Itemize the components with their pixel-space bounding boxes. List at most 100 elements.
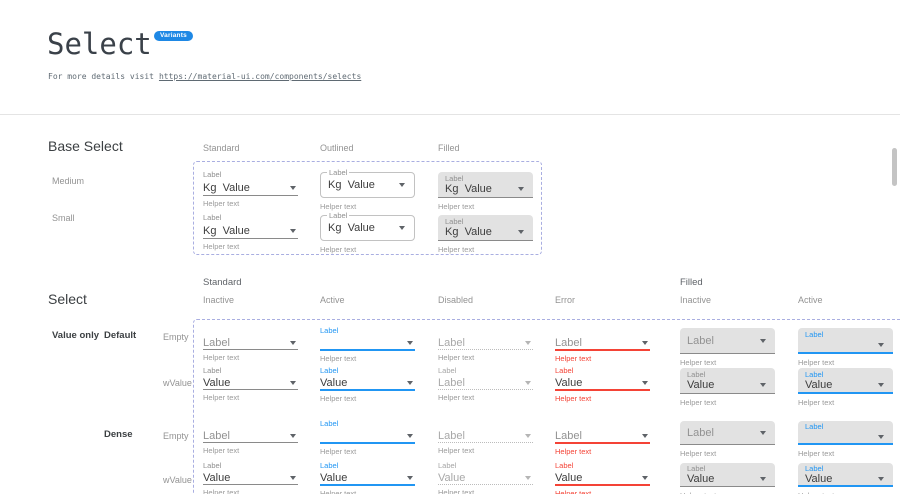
select-value: Label xyxy=(438,336,465,349)
select-control[interactable]: Label Kg Value xyxy=(320,168,415,198)
helper-text: Helper text xyxy=(555,354,592,363)
helper-text: Helper text xyxy=(203,242,240,251)
select-value: Value xyxy=(805,378,833,391)
select-control[interactable] xyxy=(320,429,415,444)
select-value: Label xyxy=(555,336,582,349)
select-label xyxy=(555,326,650,336)
select-value: Label xyxy=(438,376,465,389)
base-select-heading: Base Select xyxy=(48,138,123,154)
scrollbar-thumb[interactable] xyxy=(892,148,897,186)
dropdown-arrow-icon xyxy=(407,380,413,385)
subtitle-link[interactable]: https://material-ui.com/components/selec… xyxy=(158,72,362,81)
select-control[interactable]: Value xyxy=(320,471,415,486)
select-value: Value xyxy=(555,376,583,389)
select-label xyxy=(555,419,650,429)
select-value-row xyxy=(805,431,886,443)
row-kind-empty-dense: Empty xyxy=(163,431,189,441)
select-control[interactable] xyxy=(320,336,415,351)
select-control[interactable]: Label Value xyxy=(798,368,893,394)
select-control[interactable]: Label xyxy=(680,328,775,354)
select-value: Kg Value xyxy=(203,181,250,194)
select-label: Label xyxy=(203,366,222,375)
select-cell: Label Helper text xyxy=(798,326,893,367)
dropdown-arrow-icon xyxy=(878,434,884,439)
select-heading: Select xyxy=(48,291,87,307)
select-control[interactable]: Label xyxy=(438,336,533,350)
select-label: Label xyxy=(327,168,350,177)
select-control[interactable]: Label xyxy=(203,336,298,350)
helper-text: Helper text xyxy=(438,245,475,254)
dropdown-arrow-icon xyxy=(399,183,405,187)
select-cell: Label Helper text xyxy=(555,419,650,456)
select-value: Kg Value xyxy=(203,224,250,237)
helper-text: Helper text xyxy=(798,358,835,367)
select-value: Kg Value xyxy=(445,226,492,238)
helper-text: Helper text xyxy=(680,449,717,458)
select-label: Label xyxy=(320,326,339,335)
select-control[interactable]: Value xyxy=(203,471,298,485)
helper-text: Helper text xyxy=(438,353,475,362)
select-cell: Label Helper text xyxy=(680,326,775,367)
state-header-inactive-filled: Inactive xyxy=(680,295,712,305)
select-control[interactable]: Label xyxy=(798,421,893,445)
variants-badge: Variants xyxy=(154,31,193,41)
dropdown-arrow-icon xyxy=(290,340,296,345)
select-value-row: Value xyxy=(805,473,886,485)
select-control[interactable]: Label xyxy=(438,376,533,390)
helper-text: Helper text xyxy=(203,199,240,208)
select-control[interactable]: Kg Value xyxy=(203,180,298,196)
select-control[interactable]: Label xyxy=(555,429,650,444)
select-value: Label xyxy=(438,429,465,442)
select-control[interactable]: Label xyxy=(438,429,533,443)
select-control[interactable]: Value xyxy=(320,376,415,391)
select-cell: Label Helper text xyxy=(798,419,893,458)
helper-text: Helper text xyxy=(438,446,475,455)
select-control[interactable]: Label Kg Value xyxy=(438,215,533,241)
dropdown-arrow-icon xyxy=(642,433,648,438)
column-header-filled: Filled xyxy=(438,143,460,153)
select-label xyxy=(203,326,298,336)
helper-text: Helper text xyxy=(438,202,475,211)
select-value: Value xyxy=(438,471,466,484)
select-control[interactable]: Label xyxy=(798,328,893,354)
dropdown-arrow-icon xyxy=(642,475,648,480)
select-control[interactable]: Label Value xyxy=(798,463,893,487)
dropdown-arrow-icon xyxy=(760,477,766,481)
select-control[interactable]: Label Kg Value xyxy=(320,211,415,241)
select-control[interactable]: Value xyxy=(438,471,533,485)
helper-text: Helper text xyxy=(320,489,357,494)
select-cell: Label Kg Value Helper text xyxy=(438,213,533,254)
row-group-value-only: Value only xyxy=(52,330,99,341)
helper-text: Helper text xyxy=(680,398,717,407)
select-control[interactable]: Label Value xyxy=(680,463,775,487)
select-control[interactable]: Label xyxy=(680,421,775,445)
select-control[interactable]: Label Value xyxy=(680,368,775,394)
dropdown-arrow-icon xyxy=(290,433,296,438)
row-size-dense: Dense xyxy=(104,429,133,440)
select-label: Label xyxy=(327,211,350,220)
row-header-medium: Medium xyxy=(52,176,85,186)
select-control[interactable]: Label Kg Value xyxy=(438,172,533,198)
select-control[interactable]: Value xyxy=(555,471,650,486)
select-control[interactable]: Label xyxy=(203,429,298,443)
select-value-row xyxy=(805,339,886,351)
select-control[interactable]: Value xyxy=(203,376,298,390)
dropdown-arrow-icon xyxy=(760,338,766,343)
dropdown-arrow-icon xyxy=(642,340,648,345)
select-control[interactable]: Kg Value xyxy=(203,223,298,239)
dropdown-arrow-icon xyxy=(518,187,524,191)
select-value: Value xyxy=(320,471,348,484)
select-control[interactable]: Value xyxy=(555,376,650,391)
select-cell: Label Helper text xyxy=(320,326,415,363)
select-cell: Label Label Helper text xyxy=(438,366,533,402)
row-header-small: Small xyxy=(52,213,75,223)
dropdown-arrow-icon xyxy=(407,340,413,345)
select-control[interactable]: Label xyxy=(555,336,650,351)
select-label: Label xyxy=(687,464,706,473)
select-label: Label xyxy=(805,421,824,431)
